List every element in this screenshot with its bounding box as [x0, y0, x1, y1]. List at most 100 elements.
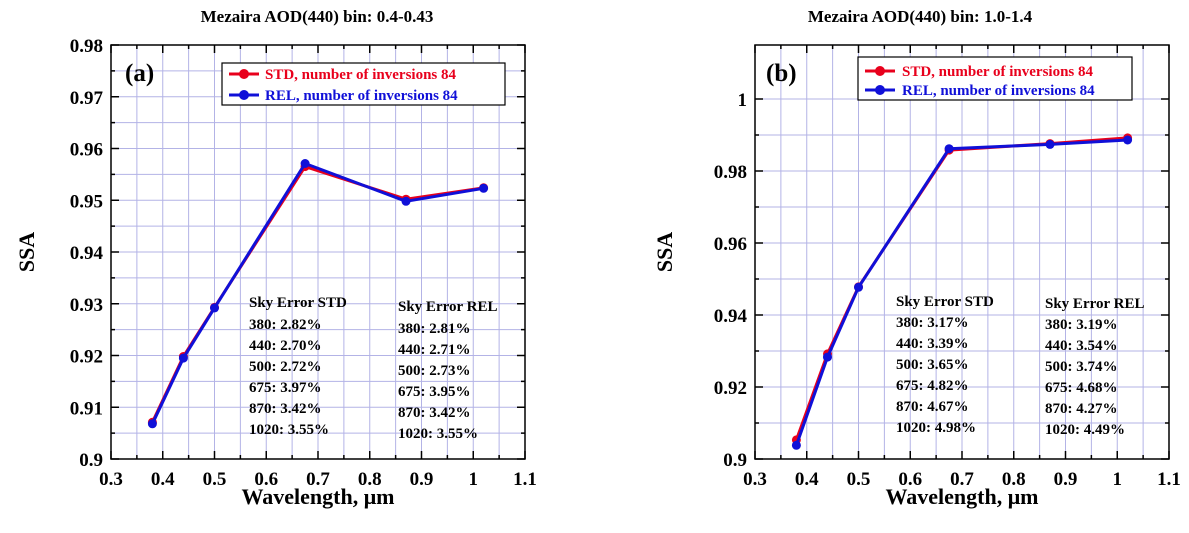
x-tick-label: 0.7: [950, 469, 974, 490]
annotation-line: 440: 2.70%: [249, 338, 322, 354]
annotation-line: 1020: 3.55%: [249, 422, 329, 438]
y-tick-label: 0.9: [79, 450, 103, 471]
annotation-line: 500: 2.73%: [398, 363, 471, 379]
legend-entry-rel: REL, number of inversions 84: [265, 88, 458, 104]
annotation-line: 675: 3.97%: [249, 380, 322, 396]
annotation-line: 1020: 3.55%: [398, 426, 478, 442]
legend-entry-rel: REL, number of inversions 84: [902, 83, 1095, 99]
x-tick-label: 0.3: [99, 469, 123, 490]
x-tick-label: 0.9: [1054, 469, 1078, 490]
y-tick-label: 0.91: [70, 398, 103, 419]
data-point-rel: [854, 282, 863, 292]
y-axis-label: SSA: [652, 232, 677, 272]
y-tick-label: 0.93: [70, 295, 103, 316]
sky-error-std-annotation: Sky Error STD 380: 2.82% 440: 2.70% 500:…: [249, 295, 347, 438]
annotation-line: 500: 3.65%: [896, 357, 969, 373]
annotation-line: 380: 3.19%: [1045, 317, 1118, 333]
annotation-line: 870: 4.67%: [896, 399, 969, 415]
y-tick-label: 0.98: [70, 36, 103, 57]
legend-marker-rel: [239, 90, 249, 100]
y-tick-label: 0.95: [70, 191, 103, 212]
annotation-line: 440: 3.39%: [896, 336, 969, 352]
y-tick-label: 0.98: [714, 162, 747, 183]
annotation-line: 380: 3.17%: [896, 315, 969, 331]
annotation-line: 1020: 4.49%: [1045, 422, 1125, 438]
annotation-line: 675: 3.95%: [398, 384, 471, 400]
y-axis-label: SSA: [14, 232, 39, 272]
legend-marker-std: [875, 66, 885, 76]
x-tick-label: 0.6: [254, 469, 278, 490]
annotation-line: 870: 3.42%: [249, 401, 322, 417]
series-line-rel: [794, 138, 1128, 446]
annotation-title: Sky Error REL: [1045, 296, 1144, 312]
annotation-line: 380: 2.81%: [398, 321, 471, 337]
data-point-rel: [1045, 139, 1055, 149]
legend-marker-rel: [875, 85, 885, 95]
x-tick-label: 0.3: [743, 469, 767, 490]
legend-box: [857, 56, 1133, 101]
data-point-rel: [401, 196, 411, 206]
x-tick-label: 1.1: [513, 469, 537, 490]
sky-error-rel-annotation: Sky Error REL 380: 3.19% 440: 3.54% 500:…: [1045, 296, 1144, 438]
x-axis-label: Wavelength, μm: [241, 484, 394, 509]
annotation-line: 500: 3.74%: [1045, 359, 1118, 375]
annotation-title: Sky Error REL: [398, 299, 497, 315]
chart-panel-b: Mezaira AOD(440) bin: 1.0-1.4 0.3 0.4 0.5 0…: [652, 7, 1181, 509]
legend-entry-std: STD, number of inversions 84: [902, 64, 1094, 80]
annotation-line: 1020: 4.98%: [896, 420, 976, 436]
y-tick-label: 0.92: [714, 378, 747, 399]
sky-error-std-annotation: Sky Error STD 380: 3.17% 440: 3.39% 500:…: [896, 294, 994, 436]
y-tick-label: 0.97: [70, 88, 104, 109]
x-tick-label: 1: [469, 469, 479, 490]
x-tick-label: 0.5: [847, 469, 871, 490]
annotation-line: 870: 4.27%: [1045, 401, 1118, 417]
y-tick-label: 0.96: [70, 140, 103, 161]
panel-label: (a): [125, 60, 154, 87]
y-tick-label: 0.96: [714, 234, 747, 255]
y-tick-label: 1: [738, 90, 748, 111]
x-tick-label: 1: [1113, 469, 1123, 490]
annotation-line: 380: 2.82%: [249, 317, 322, 333]
y-tick-label: 0.92: [70, 347, 103, 368]
x-tick-label: 0.4: [151, 469, 175, 490]
data-point-rel: [1123, 135, 1133, 145]
y-tick-label: 0.9: [723, 450, 747, 471]
data-point-rel: [823, 352, 832, 362]
legend-marker-std: [239, 69, 249, 79]
data-point-rel: [210, 303, 219, 313]
x-tick-label: 0.9: [410, 469, 434, 490]
annotation-line: 870: 3.42%: [398, 405, 471, 421]
series-line-rel: [151, 162, 484, 425]
panel-label: (b): [766, 60, 797, 87]
annotation-line: 440: 3.54%: [1045, 338, 1118, 354]
legend-box: [221, 62, 506, 106]
data-point-rel: [479, 183, 489, 193]
x-tick-label: 0.8: [1002, 469, 1026, 490]
chart-panel-a: Mezaira AOD(440) bin: 0.4-0.43 0.3 0.4 0.5…: [14, 7, 537, 509]
data-point-rel: [791, 440, 801, 450]
legend: STD, number of inversions 84 REL, number…: [221, 62, 506, 106]
annotation-title: Sky Error STD: [249, 295, 347, 311]
chart-title: Mezaira AOD(440) bin: 0.4-0.43: [201, 7, 434, 26]
x-tick-label: 0.6: [898, 469, 922, 490]
y-tick-label: 0.94: [70, 243, 104, 264]
data-point-rel: [300, 159, 310, 168]
legend: STD, number of inversions 84 REL, number…: [857, 56, 1133, 101]
data-point-rel: [147, 419, 157, 429]
sky-error-rel-annotation: Sky Error REL 380: 2.81% 440: 2.71% 500:…: [398, 299, 497, 442]
annotation-line: 675: 4.82%: [896, 378, 969, 394]
annotation-title: Sky Error STD: [896, 294, 994, 310]
annotation-line: 500: 2.72%: [249, 359, 322, 375]
x-tick-label: 0.5: [203, 469, 227, 490]
y-tick-label: 0.94: [714, 306, 748, 327]
x-tick-label: 0.7: [306, 469, 330, 490]
annotation-line: 675: 4.68%: [1045, 380, 1118, 396]
x-tick-label: 0.4: [795, 469, 819, 490]
x-tick-label: 1.1: [1157, 469, 1181, 490]
data-point-rel: [178, 353, 188, 363]
x-tick-label: 0.8: [358, 469, 382, 490]
annotation-line: 440: 2.71%: [398, 342, 471, 358]
chart-title: Mezaira AOD(440) bin: 1.0-1.4: [808, 7, 1033, 26]
x-axis-label: Wavelength, μm: [885, 484, 1038, 509]
